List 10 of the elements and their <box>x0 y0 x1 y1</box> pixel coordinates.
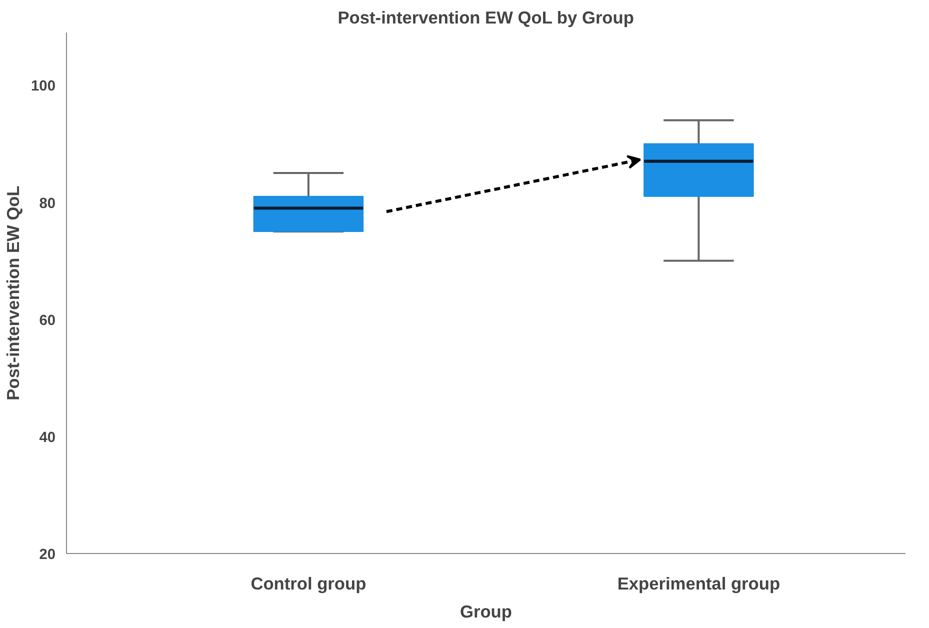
x-axis-title: Group <box>460 602 512 622</box>
y-tick-label: 20 <box>39 547 56 563</box>
y-tick-label: 60 <box>39 312 56 329</box>
y-tick-label: 80 <box>39 196 56 212</box>
chart-title: Post-intervention EW QoL by Group <box>338 8 634 28</box>
x-tick-label: Experimental group <box>617 574 780 594</box>
x-tick-label: Control group <box>250 574 366 594</box>
y-tick-label: 100 <box>31 78 56 95</box>
y-tick-label: 40 <box>39 430 56 446</box>
y-axis-title: Post-intervention EW QoL <box>3 185 24 400</box>
